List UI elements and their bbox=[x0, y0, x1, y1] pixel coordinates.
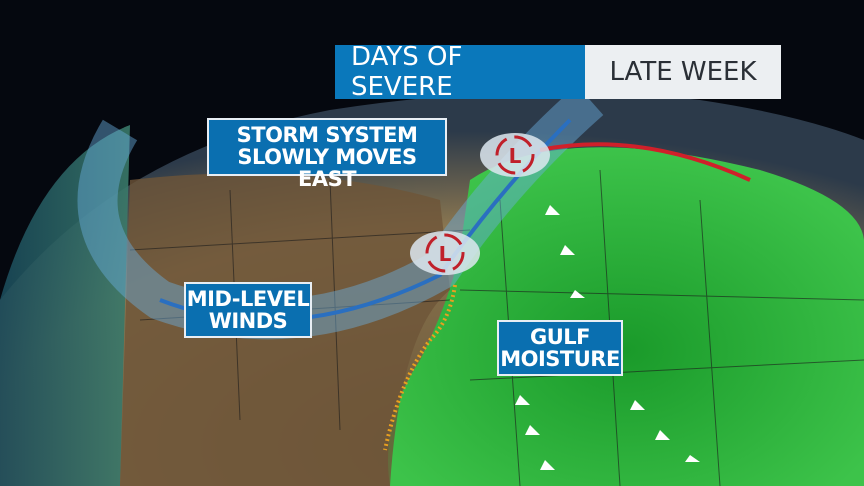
gulf-moisture-label: GULF MOISTURE bbox=[497, 320, 623, 376]
label-line: STORM SYSTEM bbox=[236, 123, 418, 147]
label-line: GULF bbox=[529, 325, 591, 349]
pacific-ocean bbox=[0, 125, 130, 486]
dry-line bbox=[383, 284, 457, 451]
warm-front bbox=[539, 142, 751, 182]
svg-text:L: L bbox=[509, 144, 522, 168]
low-pressure-icon: L bbox=[410, 231, 480, 275]
header-title: DAYS OF SEVERE bbox=[335, 42, 585, 102]
label-line: SLOWLY MOVES EAST bbox=[237, 145, 417, 192]
moisture-region bbox=[388, 147, 864, 486]
mid-level-winds-label: MID-LEVEL WINDS bbox=[184, 282, 312, 338]
storm-system-label: STORM SYSTEM SLOWLY MOVES EAST bbox=[207, 118, 447, 190]
header-subtitle: LATE WEEK bbox=[585, 45, 781, 99]
label-line: MOISTURE bbox=[500, 347, 620, 372]
label-line: MID-LEVEL bbox=[186, 287, 310, 311]
svg-text:L: L bbox=[439, 242, 452, 266]
label-line: WINDS bbox=[208, 309, 288, 334]
low-pressure-icon: L bbox=[480, 133, 550, 177]
moisture-flow-arrows bbox=[515, 205, 700, 470]
header-banner: DAYS OF SEVERE LATE WEEK bbox=[335, 42, 781, 102]
